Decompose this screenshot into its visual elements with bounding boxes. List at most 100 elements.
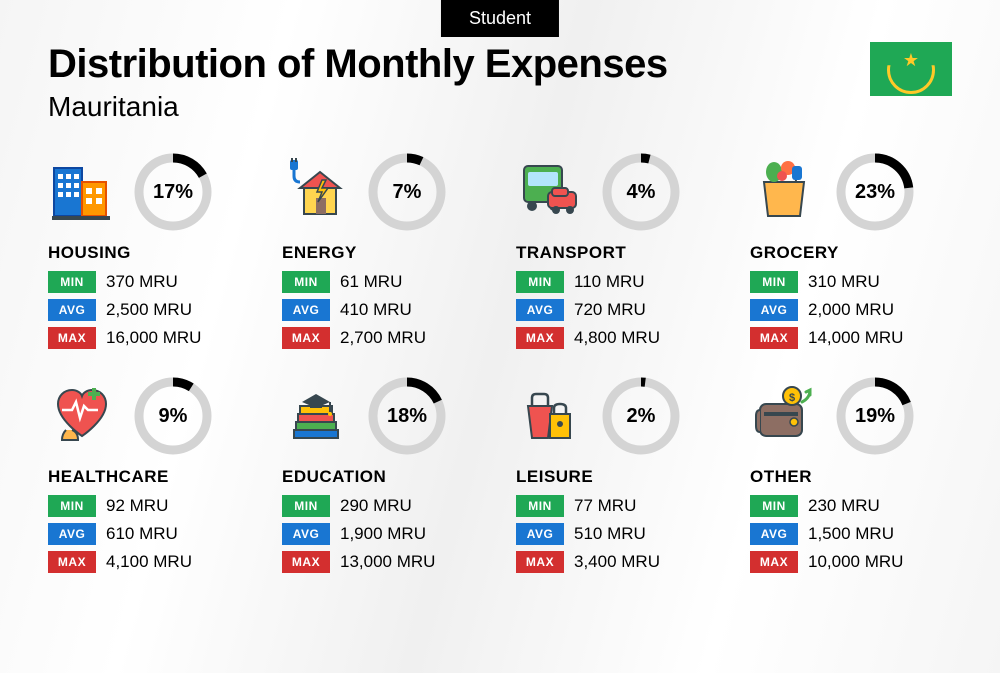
percent-label: 19% bbox=[836, 377, 914, 455]
percent-label: 7% bbox=[368, 153, 446, 231]
percent-label: 9% bbox=[134, 377, 212, 455]
avg-badge: AVG bbox=[516, 523, 564, 545]
min-value: 370 MRU bbox=[106, 272, 178, 292]
category-grid: 17% HOUSING MIN 370 MRU AVG 2,500 MRU MA… bbox=[0, 123, 1000, 579]
percent-label: 2% bbox=[602, 377, 680, 455]
stat-avg: AVG 610 MRU bbox=[48, 523, 250, 545]
mauritania-flag-icon bbox=[870, 42, 952, 96]
max-badge: MAX bbox=[516, 327, 564, 349]
category-card-housing: 17% HOUSING MIN 370 MRU AVG 2,500 MRU MA… bbox=[48, 153, 250, 355]
percent-donut: 18% bbox=[368, 377, 446, 455]
stat-min: MIN 61 MRU bbox=[282, 271, 484, 293]
max-badge: MAX bbox=[48, 551, 96, 573]
title-block: Distribution of Monthly Expenses Maurita… bbox=[48, 42, 668, 123]
category-name: ENERGY bbox=[282, 243, 484, 263]
max-value: 3,400 MRU bbox=[574, 552, 660, 572]
stat-max: MAX 4,800 MRU bbox=[516, 327, 718, 349]
country-name: Mauritania bbox=[48, 91, 668, 123]
avg-value: 1,500 MRU bbox=[808, 524, 894, 544]
min-badge: MIN bbox=[48, 271, 96, 293]
max-value: 4,800 MRU bbox=[574, 328, 660, 348]
category-card-healthcare: 9% HEALTHCARE MIN 92 MRU AVG 610 MRU MAX… bbox=[48, 377, 250, 579]
housing-icon bbox=[48, 158, 116, 226]
max-value: 14,000 MRU bbox=[808, 328, 903, 348]
min-value: 290 MRU bbox=[340, 496, 412, 516]
max-value: 4,100 MRU bbox=[106, 552, 192, 572]
page-title: Distribution of Monthly Expenses bbox=[48, 42, 668, 87]
min-value: 92 MRU bbox=[106, 496, 168, 516]
max-value: 2,700 MRU bbox=[340, 328, 426, 348]
min-badge: MIN bbox=[750, 271, 798, 293]
avg-value: 2,000 MRU bbox=[808, 300, 894, 320]
percent-donut: 2% bbox=[602, 377, 680, 455]
stat-avg: AVG 1,500 MRU bbox=[750, 523, 952, 545]
min-value: 110 MRU bbox=[574, 272, 645, 292]
min-badge: MIN bbox=[516, 495, 564, 517]
avg-value: 510 MRU bbox=[574, 524, 646, 544]
avg-badge: AVG bbox=[48, 523, 96, 545]
min-badge: MIN bbox=[48, 495, 96, 517]
stat-max: MAX 14,000 MRU bbox=[750, 327, 952, 349]
max-badge: MAX bbox=[750, 327, 798, 349]
stat-avg: AVG 2,000 MRU bbox=[750, 299, 952, 321]
min-value: 310 MRU bbox=[808, 272, 880, 292]
stat-avg: AVG 720 MRU bbox=[516, 299, 718, 321]
svg-text:$: $ bbox=[789, 392, 795, 404]
stat-min: MIN 77 MRU bbox=[516, 495, 718, 517]
category-card-leisure: 2% LEISURE MIN 77 MRU AVG 510 MRU MAX 3,… bbox=[516, 377, 718, 579]
percent-label: 18% bbox=[368, 377, 446, 455]
stat-min: MIN 92 MRU bbox=[48, 495, 250, 517]
category-name: GROCERY bbox=[750, 243, 952, 263]
max-value: 13,000 MRU bbox=[340, 552, 435, 572]
avg-badge: AVG bbox=[516, 299, 564, 321]
percent-donut: 23% bbox=[836, 153, 914, 231]
grocery-icon bbox=[750, 158, 818, 226]
category-name: TRANSPORT bbox=[516, 243, 718, 263]
min-badge: MIN bbox=[282, 495, 330, 517]
energy-icon bbox=[282, 158, 350, 226]
min-badge: MIN bbox=[750, 495, 798, 517]
other-icon: $ bbox=[750, 382, 818, 450]
stat-max: MAX 2,700 MRU bbox=[282, 327, 484, 349]
leisure-icon bbox=[516, 382, 584, 450]
percent-donut: 17% bbox=[134, 153, 212, 231]
stat-avg: AVG 1,900 MRU bbox=[282, 523, 484, 545]
category-name: HEALTHCARE bbox=[48, 467, 250, 487]
category-name: HOUSING bbox=[48, 243, 250, 263]
percent-label: 23% bbox=[836, 153, 914, 231]
category-card-other: $ 19% OTHER MIN 230 MRU AVG 1,500 MRU MA… bbox=[750, 377, 952, 579]
category-card-education: 18% EDUCATION MIN 290 MRU AVG 1,900 MRU … bbox=[282, 377, 484, 579]
stat-min: MIN 290 MRU bbox=[282, 495, 484, 517]
max-badge: MAX bbox=[48, 327, 96, 349]
student-tag: Student bbox=[441, 0, 559, 37]
min-badge: MIN bbox=[516, 271, 564, 293]
stat-min: MIN 110 MRU bbox=[516, 271, 718, 293]
max-value: 10,000 MRU bbox=[808, 552, 903, 572]
percent-donut: 19% bbox=[836, 377, 914, 455]
max-badge: MAX bbox=[750, 551, 798, 573]
min-badge: MIN bbox=[282, 271, 330, 293]
min-value: 230 MRU bbox=[808, 496, 880, 516]
stat-max: MAX 10,000 MRU bbox=[750, 551, 952, 573]
stat-min: MIN 230 MRU bbox=[750, 495, 952, 517]
max-badge: MAX bbox=[282, 551, 330, 573]
percent-label: 4% bbox=[602, 153, 680, 231]
stat-avg: AVG 510 MRU bbox=[516, 523, 718, 545]
category-card-grocery: 23% GROCERY MIN 310 MRU AVG 2,000 MRU MA… bbox=[750, 153, 952, 355]
stat-max: MAX 4,100 MRU bbox=[48, 551, 250, 573]
avg-value: 2,500 MRU bbox=[106, 300, 192, 320]
avg-badge: AVG bbox=[48, 299, 96, 321]
stat-min: MIN 310 MRU bbox=[750, 271, 952, 293]
avg-badge: AVG bbox=[750, 299, 798, 321]
avg-value: 410 MRU bbox=[340, 300, 412, 320]
percent-donut: 7% bbox=[368, 153, 446, 231]
stat-avg: AVG 410 MRU bbox=[282, 299, 484, 321]
percent-donut: 9% bbox=[134, 377, 212, 455]
avg-badge: AVG bbox=[750, 523, 798, 545]
avg-value: 610 MRU bbox=[106, 524, 178, 544]
percent-label: 17% bbox=[134, 153, 212, 231]
percent-donut: 4% bbox=[602, 153, 680, 231]
avg-value: 1,900 MRU bbox=[340, 524, 426, 544]
category-card-transport: 4% TRANSPORT MIN 110 MRU AVG 720 MRU MAX… bbox=[516, 153, 718, 355]
category-name: LEISURE bbox=[516, 467, 718, 487]
